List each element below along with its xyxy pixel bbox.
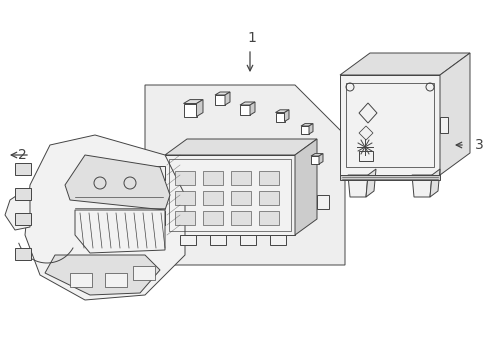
Bar [183,104,196,117]
Bar [70,273,92,287]
Polygon shape [439,53,469,175]
Bar [259,211,279,225]
Bar [230,211,250,225]
Bar [240,105,249,115]
Polygon shape [215,92,229,95]
Bar [175,171,195,185]
Bar [203,171,223,185]
Polygon shape [45,255,160,295]
Polygon shape [308,123,312,134]
Bar [230,191,250,205]
Bar [209,235,225,245]
Bar [15,248,31,260]
Bar [153,211,164,225]
Bar [175,191,195,205]
Bar [203,211,223,225]
Polygon shape [75,210,164,253]
Bar [339,75,439,175]
Bar [240,235,256,245]
Bar [346,83,433,167]
Polygon shape [249,102,254,115]
PathPatch shape [145,85,345,265]
Polygon shape [65,155,170,210]
Bar [259,171,279,185]
Bar [358,151,372,161]
Polygon shape [284,110,288,122]
Bar [259,191,279,205]
Polygon shape [339,53,469,75]
Bar [439,117,447,133]
Bar [316,195,328,209]
Bar [153,166,164,180]
Polygon shape [275,110,288,112]
Bar [310,156,318,164]
Bar [301,126,308,134]
Polygon shape [5,190,30,230]
Bar [175,211,195,225]
Bar [15,213,31,225]
Polygon shape [240,102,254,105]
Bar [339,175,439,180]
Polygon shape [365,169,375,197]
Bar [269,235,285,245]
Polygon shape [224,92,229,105]
Polygon shape [164,139,316,155]
Text: 3: 3 [474,138,483,152]
Bar [215,95,224,105]
Polygon shape [294,139,316,235]
Text: 1: 1 [247,31,256,45]
Bar [153,186,164,200]
Bar [180,235,196,245]
Bar [203,191,223,205]
Polygon shape [318,154,323,164]
Bar [169,159,290,231]
Polygon shape [347,175,367,197]
Polygon shape [310,154,323,156]
Polygon shape [301,123,312,126]
Bar [230,171,250,185]
Polygon shape [25,135,184,300]
Polygon shape [196,100,203,117]
Bar [133,266,155,280]
Bar [164,155,294,235]
Polygon shape [411,175,431,197]
Bar [105,273,127,287]
Text: 2: 2 [18,148,27,162]
Bar [15,163,31,175]
Bar [15,188,31,200]
Polygon shape [429,169,439,197]
Polygon shape [183,100,203,104]
Bar [275,112,284,122]
